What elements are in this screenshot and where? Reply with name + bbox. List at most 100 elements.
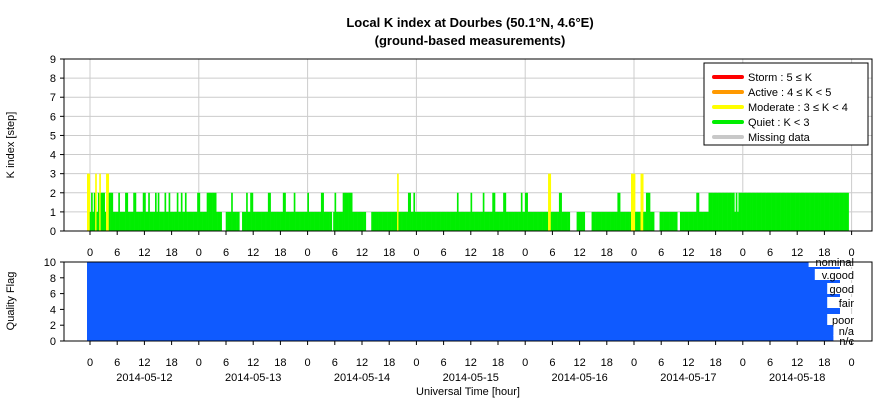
k-bar [361, 211, 364, 231]
k-x-tick-label: 12 [573, 247, 585, 259]
k-bar [841, 192, 844, 231]
k-bar [432, 211, 435, 231]
k-bar [388, 211, 391, 231]
k-bar [348, 192, 350, 231]
k-bar [713, 192, 716, 231]
legend: Storm : 5 ≤ K Active : 4 ≤ K < 5 Moderate … [703, 62, 869, 146]
k-x-tick-label: 6 [223, 247, 229, 259]
k-bar [538, 211, 541, 231]
k-bar [777, 192, 780, 231]
k-bar [624, 211, 626, 231]
k-bar [344, 192, 346, 231]
k-bar [730, 192, 732, 231]
k-bar [232, 211, 235, 231]
k-bar [288, 211, 290, 231]
k-bar [250, 192, 252, 231]
k-bar [743, 192, 746, 231]
k-bar [254, 211, 256, 231]
k-bar [481, 211, 484, 231]
k-bar [811, 192, 814, 231]
k-bar [278, 211, 281, 231]
k-bar [820, 192, 822, 231]
k-bar [193, 211, 195, 231]
k-bar [148, 192, 150, 231]
k-bar [754, 192, 757, 231]
k-bar [341, 211, 343, 231]
k-bar [597, 211, 599, 231]
k-bar [364, 211, 367, 231]
date-label: 2014-05-13 [225, 372, 281, 384]
k-bar [490, 211, 493, 231]
k-bar [141, 211, 144, 231]
k-bar [621, 211, 624, 231]
k-bar [685, 211, 688, 231]
k-bar [813, 192, 815, 231]
k-bar [307, 192, 309, 231]
k-bar [557, 211, 560, 231]
flag-label-bg [827, 297, 856, 308]
k-bar [405, 211, 407, 231]
k-bar [635, 211, 637, 231]
flag-label-bg [814, 269, 856, 280]
k-bar [500, 211, 503, 231]
k-bar [807, 192, 810, 231]
k-bar [265, 211, 267, 231]
k-bar [218, 211, 221, 231]
q-x-tick-label: 18 [274, 357, 286, 369]
flag-label: fair [839, 298, 855, 310]
k-bar [626, 211, 629, 231]
k-bar [441, 211, 444, 231]
k-bar [197, 192, 199, 231]
k-bar [565, 211, 568, 231]
k-bar [395, 211, 398, 231]
k-bar [285, 211, 288, 231]
k-bar [178, 211, 180, 231]
k-bar [252, 211, 255, 231]
q-x-tick-label: 0 [305, 357, 311, 369]
k-bar [726, 192, 728, 231]
quality-bars [87, 262, 840, 341]
k-bar [190, 211, 193, 231]
k-bar [394, 211, 397, 231]
k-bar [467, 211, 470, 231]
k-bar [316, 211, 319, 231]
k-bar [246, 192, 248, 231]
k-x-tick-label: 6 [549, 247, 555, 259]
k-bar [191, 211, 194, 231]
k-bar [591, 211, 594, 231]
k-bar [558, 192, 561, 231]
k-bar [529, 211, 531, 231]
k-bar [643, 211, 645, 231]
k-bar [639, 211, 641, 231]
k-bar [140, 211, 142, 231]
k-bar [795, 192, 798, 231]
k-bar [641, 173, 644, 231]
k-x-tick-label: 6 [441, 247, 447, 259]
k-bar [107, 173, 110, 231]
k-bar [352, 211, 354, 231]
k-bar [371, 211, 373, 231]
k-bar [210, 192, 213, 231]
k-bar [844, 192, 847, 231]
k-bar [127, 211, 130, 231]
q-x-tick-label: 0 [196, 357, 202, 369]
k-bar [515, 211, 518, 231]
k-bar [784, 192, 787, 231]
k-bar [509, 211, 512, 231]
k-bar [637, 211, 640, 231]
k-bar [359, 211, 361, 231]
k-bar [747, 192, 750, 231]
k-bar [401, 211, 403, 231]
k-bar [144, 192, 146, 231]
k-bar [168, 192, 171, 231]
k-bar [609, 211, 611, 231]
k-bar [172, 211, 175, 231]
k-bar [756, 192, 758, 231]
date-label: 2014-05-14 [334, 372, 390, 384]
k-bar [87, 173, 89, 231]
k-bar [323, 211, 326, 231]
k-bar [308, 211, 311, 231]
k-bar [391, 211, 394, 231]
k-bar [531, 211, 534, 231]
